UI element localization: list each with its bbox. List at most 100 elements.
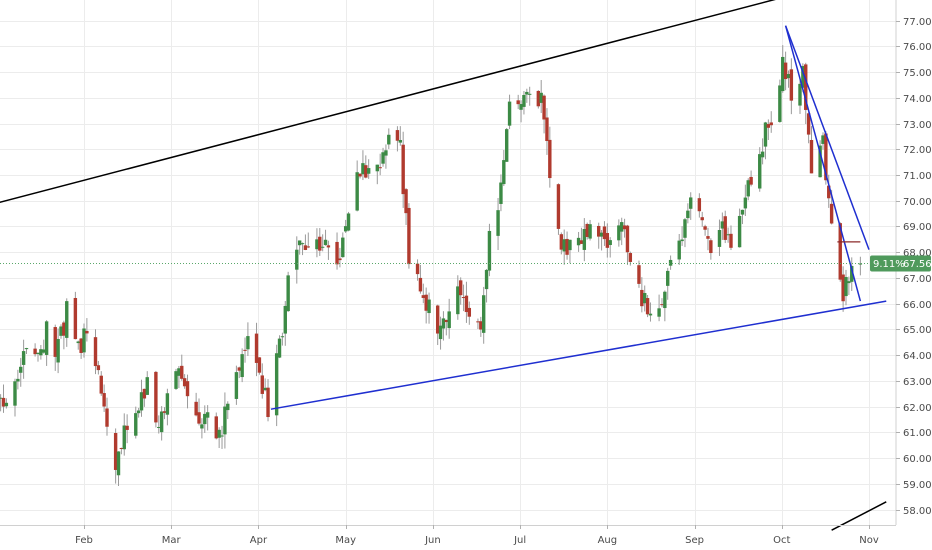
candle: [217, 427, 221, 449]
candle-body: [62, 322, 66, 336]
candle-body: [33, 348, 37, 355]
candle: [622, 218, 627, 238]
y-tick-label: 77.00: [903, 17, 932, 28]
candle: [113, 428, 118, 484]
candle: [134, 406, 138, 439]
candle: [139, 379, 144, 417]
candle-body: [858, 263, 863, 265]
candle-body: [79, 338, 83, 353]
candle-body: [697, 198, 702, 212]
candle: [709, 238, 713, 260]
candle: [39, 344, 43, 360]
candle-body: [758, 154, 762, 189]
candle-body: [740, 209, 745, 215]
candle: [789, 58, 794, 115]
candle: [361, 150, 365, 181]
candle-body: [427, 299, 431, 314]
candle: [338, 247, 342, 268]
candle: [36, 352, 40, 362]
candle: [200, 418, 204, 439]
candle: [257, 357, 262, 375]
candle-body: [378, 167, 382, 169]
candle-body: [548, 139, 552, 179]
candle-body: [556, 184, 561, 229]
candle-body: [197, 412, 201, 424]
candle: [507, 94, 512, 130]
candle: [326, 240, 331, 260]
candle-body: [142, 388, 147, 399]
candle: [579, 227, 584, 244]
candle-body: [496, 210, 500, 236]
candle: [260, 363, 264, 399]
y-tick-label: 60.00: [903, 454, 932, 465]
candle-body: [39, 349, 43, 356]
candle: [343, 219, 348, 234]
candle-body: [119, 447, 124, 449]
candle: [720, 212, 725, 240]
candle-body: [223, 406, 227, 435]
candle: [24, 347, 29, 354]
candle: [404, 187, 408, 226]
candle: [697, 193, 702, 218]
candle: [355, 160, 359, 212]
candle-body: [447, 311, 451, 329]
candle-body: [660, 304, 664, 306]
candle: [220, 425, 224, 449]
candle: [154, 370, 158, 428]
candle: [165, 388, 170, 426]
candle: [234, 365, 239, 405]
candle-body: [116, 451, 121, 476]
candle: [686, 203, 690, 224]
candle-body: [93, 337, 98, 367]
candle: [717, 219, 722, 256]
candle: [223, 392, 227, 449]
candle-body: [645, 298, 650, 315]
candle: [447, 298, 451, 339]
candle-body: [643, 293, 647, 304]
candle: [804, 62, 808, 125]
candle: [749, 170, 753, 187]
candle: [119, 447, 124, 455]
candle: [821, 132, 825, 150]
candle: [827, 174, 831, 208]
y-tick-label: 75.00: [903, 68, 932, 79]
candle-body: [366, 168, 371, 174]
candle: [668, 255, 673, 270]
candle-body: [398, 140, 403, 143]
candle: [605, 223, 610, 258]
candle: [781, 45, 785, 93]
candle-body: [444, 319, 449, 323]
candle: [499, 174, 503, 212]
candle: [105, 397, 109, 436]
candle-body: [326, 245, 331, 248]
candle-body: [234, 372, 239, 399]
candle: [418, 264, 423, 294]
y-tick-label: 61.00: [903, 428, 932, 439]
candle-body: [341, 237, 345, 258]
candle-body: [625, 225, 630, 253]
candle-body: [806, 113, 811, 135]
candle-body: [545, 117, 549, 142]
candle-body: [243, 349, 247, 351]
candle-body: [602, 226, 607, 240]
candle: [395, 126, 400, 152]
candle: [401, 131, 405, 208]
candle-body: [297, 240, 302, 246]
x-tick-label: Aug: [598, 535, 618, 546]
candle-body: [139, 392, 144, 411]
candle: [648, 302, 653, 322]
candle: [484, 268, 489, 303]
candle: [809, 126, 814, 174]
candle-body: [525, 91, 529, 95]
candle-body: [666, 270, 670, 286]
candle-body: [300, 243, 305, 245]
candle-body: [441, 318, 446, 329]
candle: [341, 232, 345, 258]
candle-body: [686, 210, 690, 219]
candle: [381, 147, 385, 167]
candle-body: [424, 294, 428, 311]
candle: [539, 80, 543, 114]
candle: [760, 138, 765, 165]
candle: [59, 324, 63, 339]
candle: [197, 398, 201, 426]
